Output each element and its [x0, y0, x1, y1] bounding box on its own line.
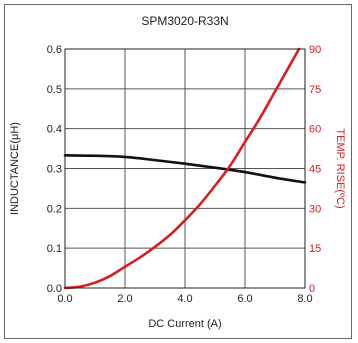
temp-rise-line	[63, 47, 301, 290]
y-tick-label: 0.0	[47, 283, 62, 295]
y-tick-label: 0.6	[47, 44, 62, 56]
y2-tick-label: 60	[309, 124, 321, 136]
tick-labels: 0.0 2.0 4.0 6.0 8.0 0.0 0.1 0.2 0.3 0.4 0.5 0.6 0 15 3…	[47, 44, 322, 305]
series-layer	[63, 47, 307, 290]
y2-tick-label: 30	[309, 203, 321, 215]
y-axis-label: INDUCTANCE(μH)	[9, 122, 21, 215]
y2-tick-label: 0	[309, 283, 315, 295]
x-tick-label: 8.0	[297, 293, 312, 305]
x-axis-label: DC Current (A)	[148, 318, 221, 330]
y2-axis-label: TEMP. RISE(ºC)	[334, 128, 346, 208]
x-tick-label: 4.0	[177, 293, 192, 305]
y-tick-label: 0.1	[47, 243, 62, 255]
inductance-line	[63, 154, 307, 184]
x-tick-label: 0.0	[57, 293, 72, 305]
y-tick-label: 0.3	[47, 164, 62, 176]
plot-border	[64, 48, 306, 289]
x-tick-label: 2.0	[117, 293, 132, 305]
y2-tick-label: 45	[309, 164, 321, 176]
y-tick-label: 0.4	[47, 124, 62, 136]
y2-tick-label: 75	[309, 84, 321, 96]
grid	[64, 48, 306, 289]
chart-title: SPM3020-R33N	[141, 14, 228, 28]
y-tick-label: 0.2	[47, 203, 62, 215]
y2-tick-label: 90	[309, 44, 321, 56]
x-tick-label: 6.0	[237, 293, 252, 305]
y2-tick-label: 15	[309, 243, 321, 255]
y-tick-label: 0.5	[47, 84, 62, 96]
